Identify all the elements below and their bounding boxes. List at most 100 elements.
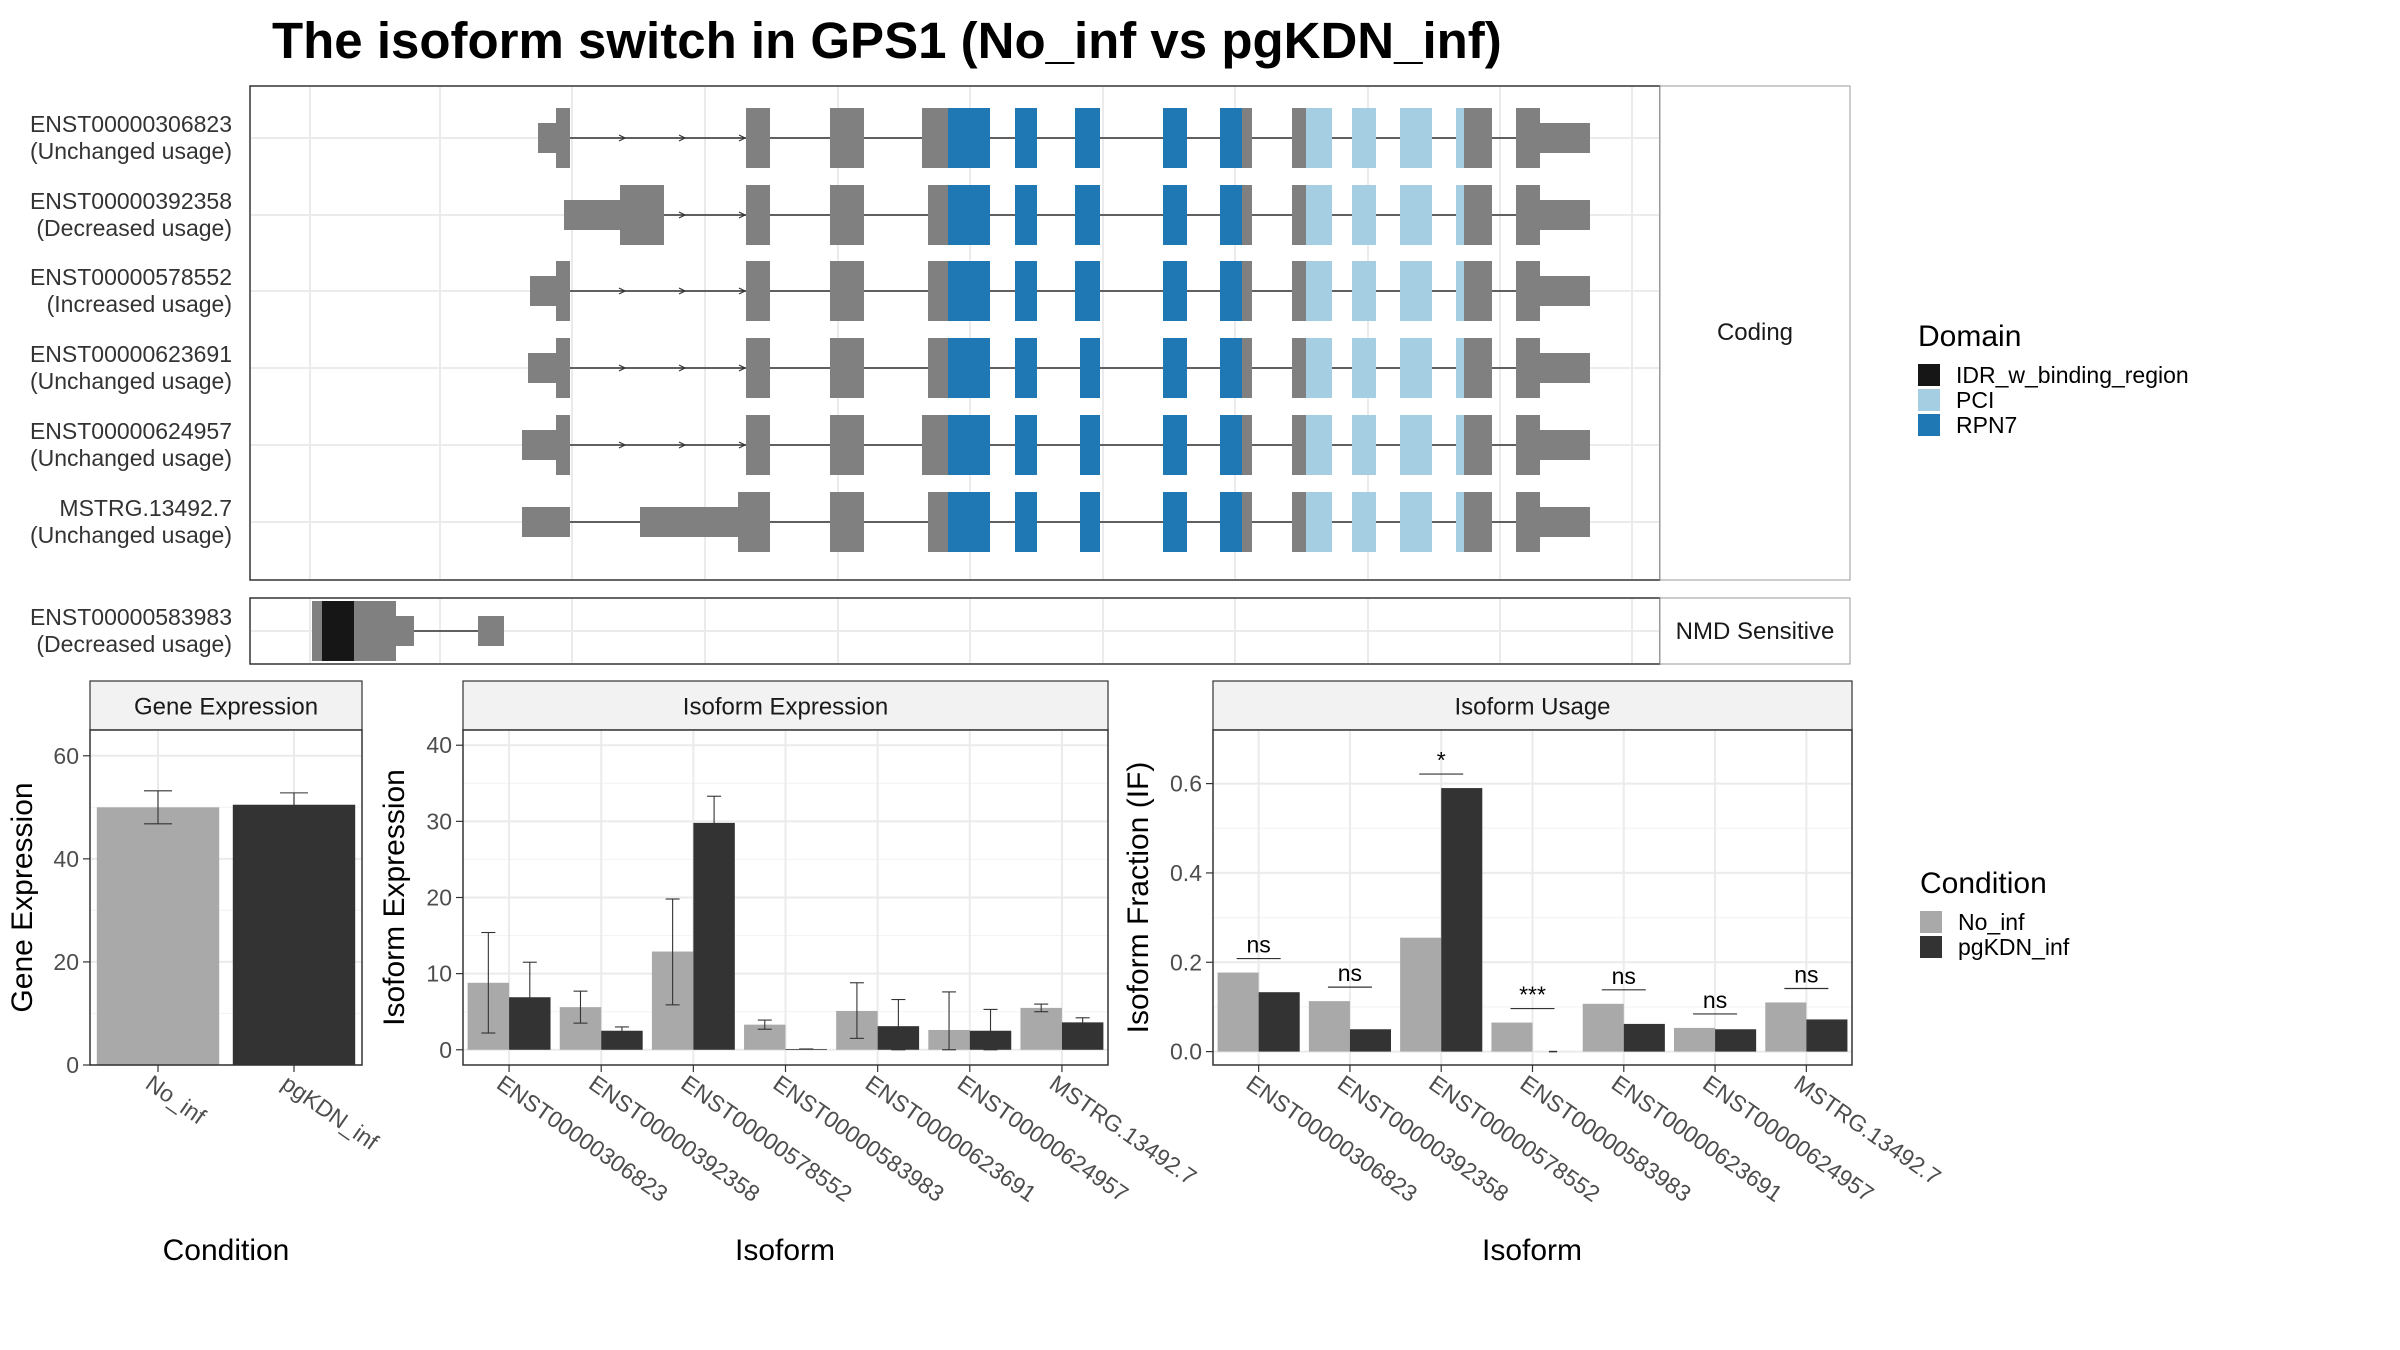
exon-block xyxy=(1015,108,1037,168)
exon-block xyxy=(1015,185,1037,245)
significance-label: ns xyxy=(1246,932,1270,958)
utr-exon xyxy=(640,507,738,537)
utr-exon xyxy=(538,123,556,153)
bar xyxy=(1400,937,1442,1052)
bar xyxy=(1715,1029,1757,1052)
facet-strip xyxy=(89,680,363,731)
legend-item-label: pgKDN_inf xyxy=(1958,934,2070,960)
strand-arrow xyxy=(678,441,687,449)
exon-block xyxy=(1220,108,1242,168)
exon-block xyxy=(746,415,770,475)
exon-block xyxy=(928,492,948,552)
x-tick-label: ENST00000578552 xyxy=(676,1070,856,1207)
exon-block xyxy=(830,338,864,398)
y-axis-title: Isoform Fraction (IF) xyxy=(1122,762,1155,1034)
coding-strip xyxy=(1659,85,1851,581)
y-tick-label: 0.2 xyxy=(1170,949,1202,975)
x-tick-label: pgKDN_inf xyxy=(277,1070,384,1155)
strand-arrow xyxy=(678,134,687,142)
exon-block xyxy=(1015,261,1037,321)
bar xyxy=(1491,1022,1533,1052)
x-tick-label: ENST00000306823 xyxy=(492,1070,672,1207)
exon-block xyxy=(1242,415,1252,475)
bar xyxy=(96,807,220,1065)
y-tick-label: 0.0 xyxy=(1170,1039,1202,1065)
bar xyxy=(232,804,356,1065)
exon-block xyxy=(948,108,990,168)
isoform-usage-chart: Isoform Usagensns****nsnsns0.00.20.40.6E… xyxy=(1122,680,1946,1267)
exon-block xyxy=(1400,185,1432,245)
significance-label: *** xyxy=(1519,982,1546,1008)
x-tick-label: ENST00000623691 xyxy=(861,1070,1041,1207)
isoform-row-ENST00000583983: ENST00000583983(Decreased usage) xyxy=(30,601,504,661)
exon-block xyxy=(1516,492,1540,552)
exon-block xyxy=(1464,338,1492,398)
exon-block xyxy=(1306,185,1332,245)
strand-arrow xyxy=(678,364,687,372)
exon-block xyxy=(1456,108,1464,168)
exon-block xyxy=(1516,415,1540,475)
exon-block xyxy=(1163,492,1187,552)
exon-block xyxy=(922,415,948,475)
exon-block xyxy=(1306,415,1332,475)
exon-block xyxy=(1464,261,1492,321)
exon-block xyxy=(1464,415,1492,475)
x-axis-title: Condition xyxy=(163,1234,290,1267)
isoform-row-ENST00000392358: ENST00000392358(Decreased usage) xyxy=(30,185,1590,245)
exon-block xyxy=(746,492,770,552)
bar xyxy=(1623,1023,1665,1052)
y-tick-label: 40 xyxy=(426,732,452,758)
exon-block xyxy=(1516,185,1540,245)
bar xyxy=(1582,1003,1624,1052)
y-tick-label: 20 xyxy=(426,885,452,911)
exon-block xyxy=(1163,185,1187,245)
legend-item-label: No_inf xyxy=(1958,909,2025,935)
exon-block xyxy=(830,108,864,168)
exon-block xyxy=(1456,261,1464,321)
utr-exon xyxy=(396,616,414,646)
legend-title: Condition xyxy=(1920,867,2047,900)
y-tick-label: 20 xyxy=(53,949,79,975)
exon-block xyxy=(1080,415,1100,475)
exon-block xyxy=(1163,108,1187,168)
exon-block xyxy=(1220,261,1242,321)
bar xyxy=(1765,1002,1807,1052)
exon-block xyxy=(1163,338,1187,398)
exon-block xyxy=(1220,185,1242,245)
significance-label: ns xyxy=(1703,987,1727,1013)
exon-block xyxy=(1352,338,1376,398)
bar xyxy=(1441,788,1483,1052)
legend-key xyxy=(1918,414,1940,436)
isoform-row-ENST00000306823: ENST00000306823(Unchanged usage) xyxy=(30,108,1590,168)
legend-item-label: IDR_w_binding_region xyxy=(1956,362,2189,388)
isoform-id-label: ENST00000578552 xyxy=(30,264,232,290)
exon-block xyxy=(1242,185,1252,245)
exon-block xyxy=(1540,353,1590,383)
isoform-usage-label: (Unchanged usage) xyxy=(30,522,232,548)
legend-key xyxy=(1920,911,1942,933)
exon-block xyxy=(1015,492,1037,552)
exon-block xyxy=(1292,492,1306,552)
exon-block xyxy=(1306,261,1332,321)
coding-exon xyxy=(620,185,664,245)
x-axis-title: Isoform xyxy=(735,1234,835,1267)
isoform-id-label: ENST00000392358 xyxy=(30,188,232,214)
exon-block xyxy=(1242,108,1252,168)
exon-block xyxy=(948,185,990,245)
figure-title: The isoform switch in GPS1 (No_inf vs pg… xyxy=(272,12,1502,69)
utr-exon xyxy=(528,353,556,383)
isoform-usage-label: (Unchanged usage) xyxy=(30,445,232,471)
strand-arrow xyxy=(618,364,627,372)
x-tick-label: No_inf xyxy=(141,1070,211,1130)
exon-block xyxy=(1352,492,1376,552)
exon-block xyxy=(1456,185,1464,245)
idr-domain xyxy=(322,601,354,661)
strand-arrow xyxy=(738,211,747,219)
exon-block xyxy=(1306,108,1332,168)
y-axis-title: Gene Expression xyxy=(6,782,39,1012)
facet-strip xyxy=(1212,680,1853,731)
strand-arrow xyxy=(618,134,627,142)
exon-block xyxy=(746,261,770,321)
y-axis-title: Isoform Expression xyxy=(378,769,411,1026)
